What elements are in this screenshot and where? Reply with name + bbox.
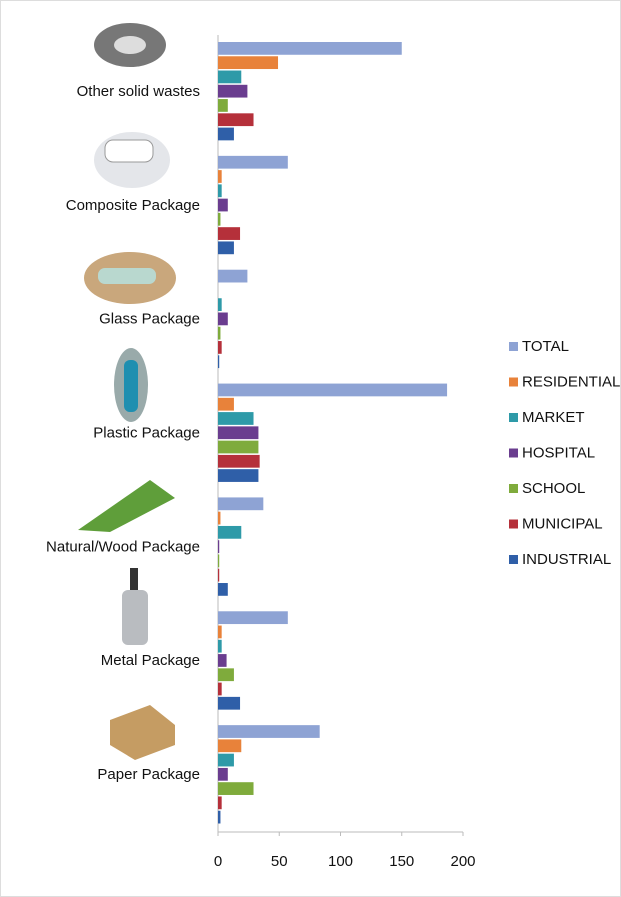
bar xyxy=(218,739,242,753)
bar xyxy=(218,412,254,425)
bar xyxy=(218,99,228,112)
x-tick-label: 100 xyxy=(328,853,353,870)
category-label: Glass Package xyxy=(99,311,200,328)
bar xyxy=(218,212,221,226)
bar xyxy=(218,668,234,682)
bar xyxy=(218,682,222,696)
category-label: Composite Package xyxy=(66,197,200,214)
legend-label: TOTAL xyxy=(522,338,569,355)
x-tick-label: 0 xyxy=(214,853,222,870)
bar xyxy=(218,170,222,183)
bar xyxy=(218,583,228,596)
carton-shape xyxy=(104,139,154,163)
bar xyxy=(218,312,228,326)
bar xyxy=(218,241,234,255)
bar xyxy=(218,326,221,340)
bar xyxy=(218,469,259,482)
bar xyxy=(218,611,288,625)
bar xyxy=(218,269,248,283)
bar xyxy=(218,753,234,767)
legend-swatch xyxy=(509,413,518,422)
box-icon xyxy=(110,705,175,760)
leaf-icon xyxy=(78,480,175,532)
legend-swatch xyxy=(509,484,518,493)
bar xyxy=(218,298,222,312)
bar xyxy=(218,725,320,738)
plastic-bottle xyxy=(124,360,138,412)
bar xyxy=(218,383,448,397)
bar xyxy=(218,625,222,639)
bar xyxy=(218,84,248,98)
metal-icon xyxy=(122,590,148,645)
bar xyxy=(218,497,264,511)
bar xyxy=(218,42,402,55)
x-tick-label: 150 xyxy=(389,853,414,870)
category-label: Natural/Wood Package xyxy=(46,538,200,555)
bar xyxy=(218,767,228,781)
bar xyxy=(218,70,242,84)
legend-swatch xyxy=(509,342,518,351)
icons xyxy=(78,23,176,760)
legend-label: RESIDENTIAL xyxy=(522,373,620,390)
bar xyxy=(218,511,221,525)
x-tick-label: 50 xyxy=(271,853,288,870)
bar xyxy=(218,440,259,454)
legend-swatch xyxy=(509,555,518,564)
category-label: Plastic Package xyxy=(93,424,200,441)
legend-label: INDUSTRIAL xyxy=(522,551,611,568)
category-label: Other solid wastes xyxy=(77,83,200,100)
category-label: Paper Package xyxy=(97,766,200,783)
legend-label: MARKET xyxy=(522,409,585,426)
bar xyxy=(218,454,260,468)
x-tick-label: 200 xyxy=(450,853,475,870)
bar xyxy=(218,554,220,568)
bar xyxy=(218,227,241,240)
legend-swatch xyxy=(509,448,518,458)
bar xyxy=(218,654,227,667)
bar xyxy=(218,341,222,354)
category-label: Metal Package xyxy=(101,652,200,669)
bar xyxy=(218,568,220,582)
tire-icon-hole xyxy=(114,36,146,54)
legend-label: HOSPITAL xyxy=(522,444,595,461)
bar xyxy=(218,810,221,824)
bar xyxy=(218,355,220,369)
legend-label: SCHOOL xyxy=(522,480,585,497)
bar xyxy=(218,155,288,169)
bar xyxy=(218,540,220,553)
bar xyxy=(218,113,254,127)
bar xyxy=(218,782,254,795)
bar xyxy=(218,426,259,440)
bar xyxy=(218,639,222,653)
bar xyxy=(218,56,279,70)
legend-label: MUNICIPAL xyxy=(522,515,603,532)
legend-swatch xyxy=(509,519,518,529)
bar xyxy=(218,127,234,141)
bar xyxy=(218,184,222,198)
bar xyxy=(218,696,241,710)
bar xyxy=(218,796,222,810)
legend-swatch xyxy=(509,377,518,387)
bottle-shape xyxy=(98,268,156,284)
metal-nozzle xyxy=(130,568,138,590)
bar xyxy=(218,198,228,212)
bar xyxy=(218,525,242,539)
bar xyxy=(218,397,234,411)
